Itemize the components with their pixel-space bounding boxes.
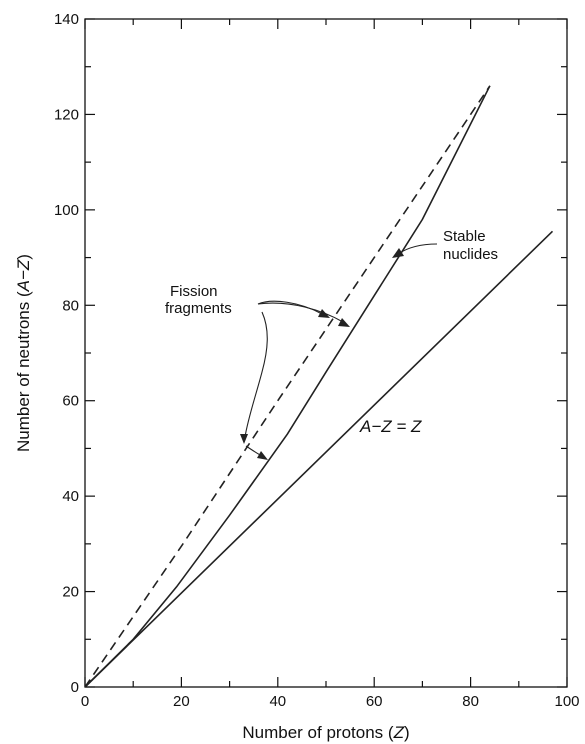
fission-label-line1: Fission — [170, 283, 218, 300]
y-tick-label: 120 — [54, 106, 79, 123]
series-line-fission — [84, 85, 491, 688]
plot-frame — [84, 18, 568, 688]
x-tick-label: 0 — [81, 693, 89, 710]
y-tick-label: 40 — [62, 488, 79, 505]
y-tick-label: 60 — [62, 393, 79, 410]
y-tick-label: 100 — [54, 202, 79, 219]
y-axis-title-text: Number of neutrons — [14, 302, 33, 452]
fission-pointer-upper — [257, 300, 323, 315]
y-axis-title: Number of neutrons (A−Z) — [14, 254, 33, 452]
y-tick-label: 80 — [62, 297, 79, 314]
annotation-pointers — [240, 243, 438, 460]
y-axis-title-close: ) — [14, 254, 33, 260]
series-lines — [84, 85, 554, 688]
stable-arrowhead — [392, 248, 404, 258]
stable-label-line1: Stable — [443, 228, 486, 245]
fission-pointer-lower — [244, 311, 268, 438]
y-tick-label: 0 — [71, 679, 79, 696]
stable-label-line2: nuclides — [443, 246, 498, 263]
axis-ticks — [84, 18, 568, 688]
x-axis-title-var: Z — [393, 723, 405, 742]
equal-line-label: A−Z = Z — [359, 417, 422, 436]
fission-label-line2: fragments — [165, 300, 232, 317]
y-tick-label: 140 — [54, 11, 79, 28]
x-tick-label: 80 — [462, 693, 479, 710]
fission-arrowhead-mid — [338, 318, 350, 327]
annotations: Fission fragments Stable nuclides A−Z = … — [165, 228, 498, 436]
tick-labels: 0 20 40 60 80 100 0 20 40 60 80 100 120 140 — [54, 11, 580, 710]
x-axis-title: Number of protons (Z) — [242, 723, 409, 742]
series-line-equal — [84, 230, 554, 688]
x-tick-label: 20 — [173, 693, 190, 710]
series-line-stable — [84, 85, 491, 688]
fission-arrowhead-lower-pair — [257, 451, 268, 460]
y-axis-title-var: A−Z — [14, 259, 33, 292]
x-tick-label: 60 — [366, 693, 383, 710]
y-tick-label: 20 — [62, 584, 79, 601]
x-tick-label: 100 — [554, 693, 579, 710]
x-axis-title-open: ( — [383, 723, 394, 742]
x-axis-title-close: ) — [404, 723, 410, 742]
x-axis-title-text: Number of protons — [242, 723, 383, 742]
fission-arrowhead-lower — [240, 434, 248, 444]
x-tick-label: 40 — [269, 693, 286, 710]
y-axis-title-open: ( — [14, 291, 33, 302]
fission-pointer-mid — [257, 302, 344, 323]
